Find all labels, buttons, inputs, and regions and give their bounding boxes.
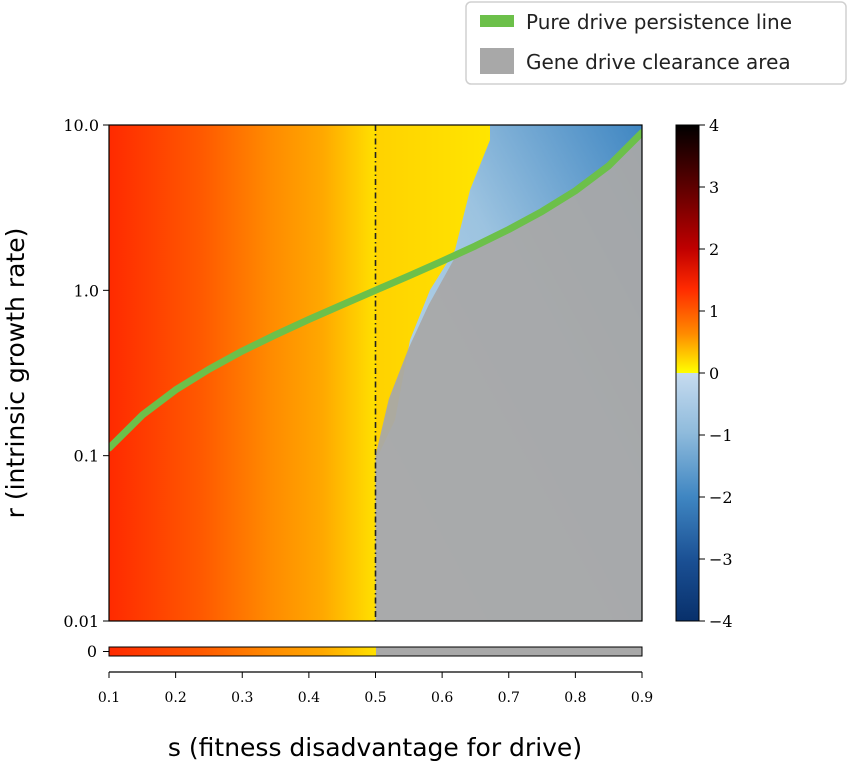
- strip-clearance-segment: [376, 647, 642, 656]
- colorbar-tick-label-0: 4: [709, 116, 719, 135]
- colorbar-tick-label-1: 3: [709, 178, 719, 197]
- y-tick-label-0: 10.0: [63, 116, 99, 135]
- persistence-line: [109, 129, 642, 452]
- y-tick-label-2: 0.1: [74, 447, 99, 466]
- colorbar-tick-label-3: 1: [709, 302, 719, 321]
- x-tick-label-8: 0.9: [631, 690, 653, 706]
- legend: Pure drive persistence line Gene drive c…: [465, 1, 847, 85]
- strip-tick-label: 0: [87, 642, 97, 661]
- x-tick-label-5: 0.6: [431, 690, 453, 706]
- legend-box: [465, 1, 847, 85]
- x-tick-label-1: 0.2: [164, 690, 186, 706]
- x-tick-label-7: 0.8: [564, 690, 586, 706]
- y-axis-label: r (intrinsic growth rate): [1, 228, 30, 519]
- plot-frame: [108, 124, 643, 622]
- x-tick-label-3: 0.4: [298, 690, 320, 706]
- legend-swatch-persistence: [480, 15, 514, 27]
- colorbar-gradient: [676, 125, 699, 621]
- colorbar-tick-label-6: −2: [709, 488, 733, 507]
- x-tick-label-0: 0.1: [98, 690, 120, 706]
- y-tick-label-1: 1.0: [74, 281, 99, 300]
- x-tick-label-4: 0.5: [364, 690, 386, 706]
- colorbar-tick-label-4: 0: [709, 364, 719, 383]
- colorbar-tick-label-5: −1: [709, 426, 733, 445]
- legend-label-clearance: Gene drive clearance area: [526, 50, 791, 74]
- heatmap-persistence-region: [109, 125, 376, 621]
- colorbar-tick-label-8: −4: [709, 612, 733, 631]
- legend-label-persistence: Pure drive persistence line: [526, 10, 792, 34]
- clearance-area: [375, 132, 642, 621]
- colorbar-tick-label-2: 2: [709, 240, 719, 259]
- x-tick-label-2: 0.3: [231, 690, 253, 706]
- strip: 0: [87, 642, 643, 661]
- y-tick-label-3: 0.01: [63, 612, 99, 631]
- x-axis: 0.1 0.2 0.3 0.4 0.5 0.6 0.7 0.8 0.9 s (fitness d…: [98, 671, 653, 762]
- x-tick-label-6: 0.7: [498, 690, 520, 706]
- strip-persistence-segment: [109, 647, 376, 656]
- colorbar-tick-label-7: −3: [709, 550, 733, 569]
- x-axis-label: s (fitness disadvantage for drive): [168, 733, 582, 762]
- colorbar: 4 3 2 1 0 −1 −2 −3 −4: [675, 116, 733, 631]
- legend-swatch-clearance: [480, 48, 514, 74]
